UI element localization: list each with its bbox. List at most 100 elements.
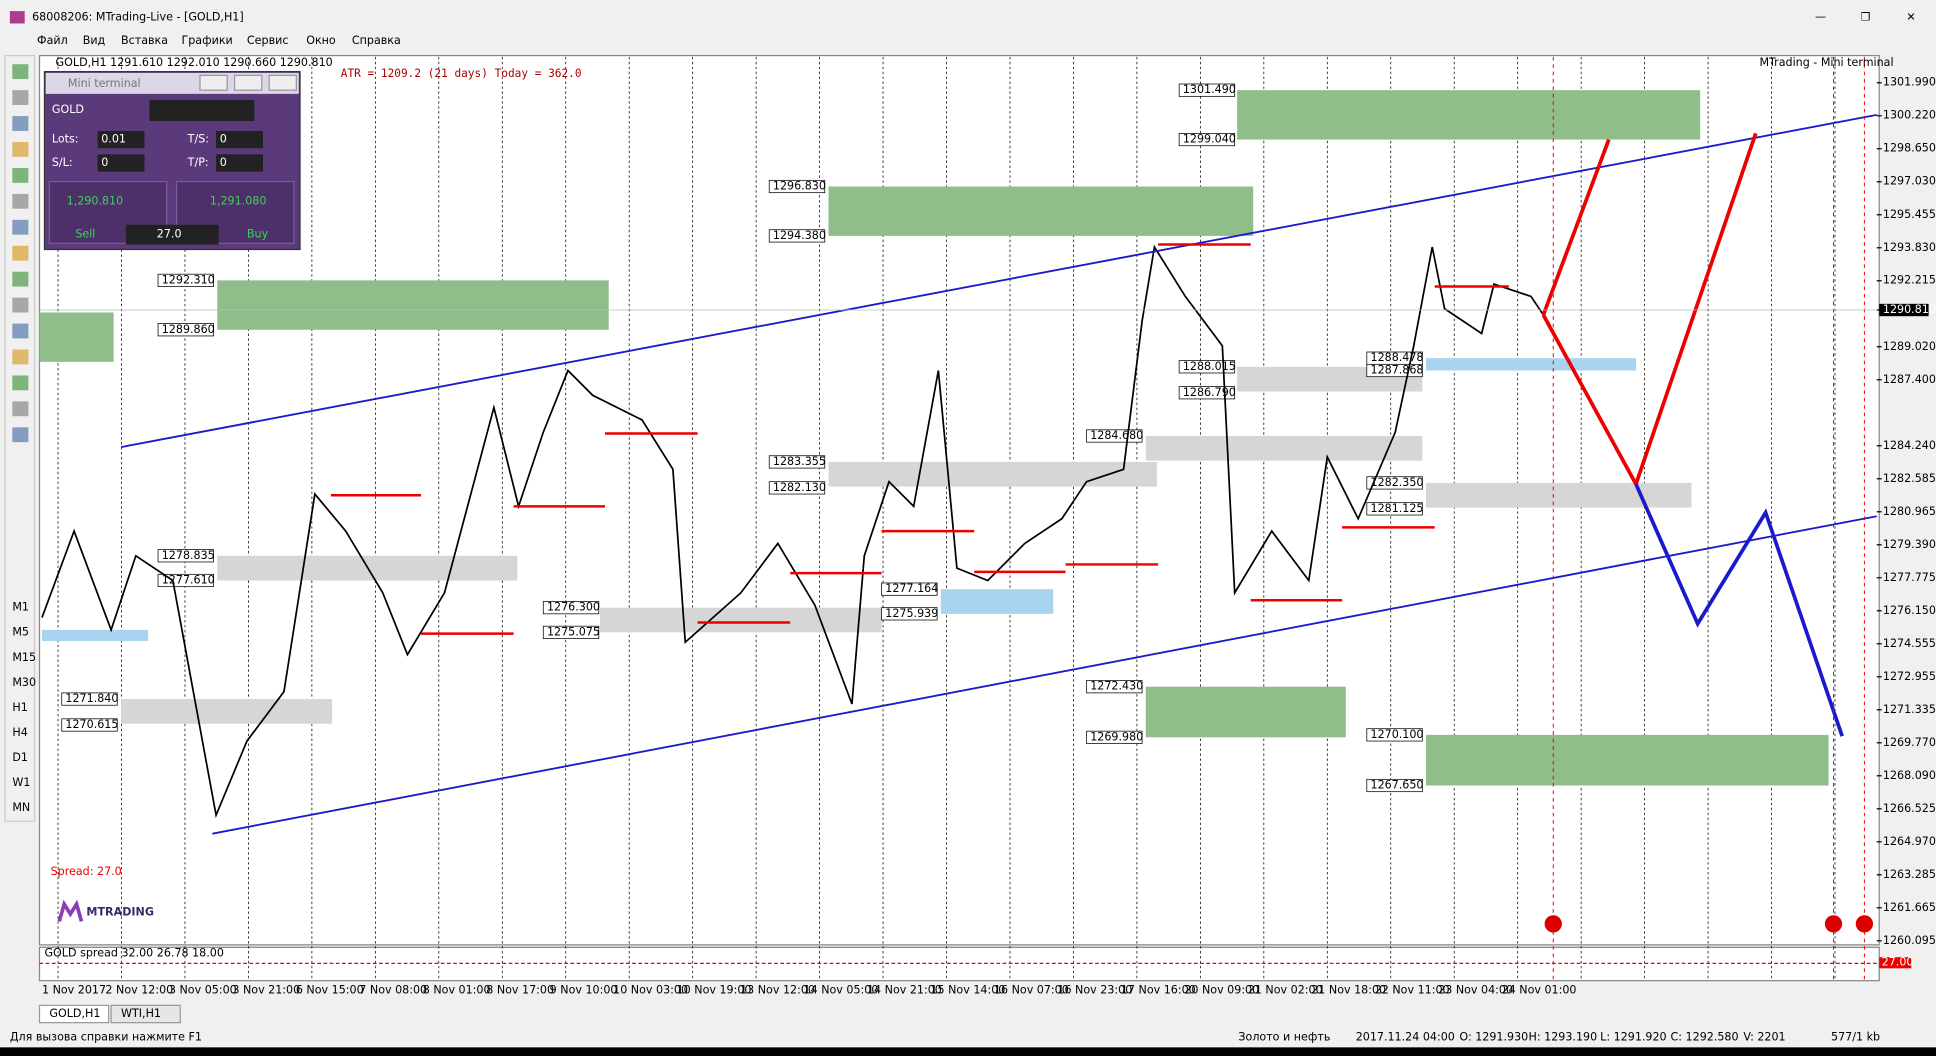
level-label: 1288.015 bbox=[1183, 360, 1236, 373]
price-label: 1272.955 bbox=[1883, 670, 1936, 683]
price-label: 1264.970 bbox=[1883, 835, 1936, 848]
tool-icon[interactable] bbox=[12, 375, 29, 391]
time-label: 10 Nov 19:00 bbox=[677, 984, 752, 997]
time-label: 14 Nov 21:00 bbox=[867, 984, 942, 997]
zone bbox=[828, 461, 1157, 487]
mini-input[interactable] bbox=[216, 154, 263, 172]
time-label: 16 Nov 07:00 bbox=[994, 984, 1069, 997]
level-box bbox=[1086, 680, 1143, 694]
mini-close-button[interactable] bbox=[268, 74, 297, 91]
timeframe-button[interactable]: M1 bbox=[12, 601, 29, 614]
alert-icon[interactable] bbox=[1824, 915, 1843, 933]
price-label: 1280.965 bbox=[1883, 505, 1936, 518]
channel-line bbox=[212, 515, 1877, 835]
timeframe-button[interactable]: H1 bbox=[12, 701, 27, 714]
timeframe-button[interactable]: D1 bbox=[12, 751, 28, 764]
tool-icon[interactable] bbox=[12, 90, 29, 105]
bid-price: 1,290.810 bbox=[67, 194, 124, 207]
indicator-value: 27.00 bbox=[1882, 956, 1914, 969]
tool-icon[interactable] bbox=[12, 167, 29, 183]
chart-header: GOLD,H1 1291.610 1292.010 1290.660 1290.… bbox=[56, 56, 333, 69]
timeframe-button[interactable]: M30 bbox=[12, 676, 36, 689]
level-box bbox=[881, 607, 938, 621]
level-label: 1283.355 bbox=[773, 455, 826, 468]
mini-field-label: T/S: bbox=[187, 133, 209, 146]
status-profile: Золото и нефть bbox=[1238, 1030, 1330, 1043]
mini-input[interactable] bbox=[97, 154, 145, 172]
level-box bbox=[881, 582, 938, 596]
tool-icon[interactable] bbox=[12, 219, 29, 235]
time-label: 23 Nov 04:00 bbox=[1438, 984, 1513, 997]
tool-icon[interactable] bbox=[12, 297, 29, 313]
price-label: 1289.020 bbox=[1883, 340, 1936, 353]
menu-item[interactable]: Сервис bbox=[247, 34, 289, 47]
tool-icon[interactable] bbox=[12, 193, 29, 209]
menu-item[interactable]: Графики bbox=[182, 34, 233, 47]
time-label: 13 Nov 12:00 bbox=[740, 984, 815, 997]
price-label: 1274.555 bbox=[1883, 637, 1936, 650]
tool-icon[interactable] bbox=[12, 323, 29, 339]
sell-label[interactable]: Sell bbox=[75, 228, 95, 241]
time-label: 8 Nov 01:00 bbox=[423, 984, 491, 997]
level-box bbox=[542, 625, 600, 639]
mini-title: Mini terminal bbox=[68, 77, 141, 90]
menu-item[interactable]: Файл bbox=[37, 34, 68, 47]
menu-item[interactable]: Окно bbox=[306, 34, 336, 47]
level-label: 1277.164 bbox=[885, 582, 938, 595]
timeframe-button[interactable]: H4 bbox=[12, 726, 27, 739]
spread-text: Spread: 27.0 bbox=[51, 865, 122, 878]
tool-icon[interactable] bbox=[12, 116, 29, 131]
timeframe-button[interactable]: W1 bbox=[12, 776, 30, 789]
mini-input[interactable] bbox=[216, 130, 263, 149]
price-candles bbox=[41, 244, 1545, 819]
level-box bbox=[1178, 133, 1236, 147]
window-button[interactable]: — bbox=[1815, 10, 1826, 23]
level-box bbox=[157, 273, 214, 287]
zone bbox=[940, 589, 1054, 614]
tool-icon[interactable] bbox=[12, 142, 29, 157]
menu-item[interactable]: Вид bbox=[83, 34, 106, 47]
alert-icon[interactable] bbox=[1544, 915, 1562, 933]
window-button[interactable]: ✕ bbox=[1906, 10, 1915, 23]
buy-label[interactable]: Buy bbox=[247, 228, 269, 241]
level-label: 1296.830 bbox=[773, 179, 826, 192]
current-price-box bbox=[1879, 303, 1929, 317]
price-label: 1276.150 bbox=[1883, 604, 1936, 617]
time-label: 20 Nov 09:00 bbox=[1184, 984, 1259, 997]
tab-label[interactable]: GOLD,H1 bbox=[49, 1007, 100, 1020]
ask-price: 1,291.080 bbox=[210, 194, 267, 207]
tool-icon[interactable] bbox=[12, 245, 29, 261]
menu-item[interactable]: Справка bbox=[352, 34, 401, 47]
tool-icon[interactable] bbox=[12, 401, 29, 417]
price-label: 1284.240 bbox=[1883, 439, 1936, 452]
chart-tab[interactable] bbox=[38, 1004, 110, 1024]
tab-label[interactable]: WTI,H1 bbox=[121, 1007, 161, 1020]
tool-icon[interactable] bbox=[12, 64, 29, 80]
mini-field-label: Lots: bbox=[52, 133, 79, 146]
mini-min-button[interactable] bbox=[199, 74, 228, 91]
time-label: 7 Nov 08:00 bbox=[359, 984, 427, 997]
price-label: 1279.390 bbox=[1883, 538, 1936, 551]
timeframe-button[interactable]: MN bbox=[12, 801, 30, 814]
chart-tab[interactable] bbox=[110, 1004, 181, 1024]
level-box bbox=[1178, 83, 1236, 97]
alert-icon[interactable] bbox=[1855, 915, 1874, 933]
timeframe-button[interactable]: M5 bbox=[12, 626, 29, 639]
timeframe-button[interactable]: M15 bbox=[12, 651, 36, 664]
mini-max-button[interactable] bbox=[233, 74, 263, 91]
zone bbox=[828, 186, 1254, 236]
tool-icon[interactable] bbox=[12, 427, 29, 443]
level-label: 1272.430 bbox=[1090, 680, 1143, 693]
taskbar bbox=[0, 1047, 1936, 1056]
tool-icon[interactable] bbox=[12, 271, 29, 287]
menu-item[interactable]: Вставка bbox=[121, 34, 168, 47]
window-button[interactable]: ❐ bbox=[1861, 10, 1871, 23]
tool-icon[interactable] bbox=[12, 349, 29, 365]
zone bbox=[1145, 686, 1346, 738]
time-label: 10 Nov 03:00 bbox=[613, 984, 688, 997]
level-label: 1289.860 bbox=[162, 323, 215, 336]
spread-field bbox=[125, 224, 219, 245]
mini-input[interactable] bbox=[97, 130, 145, 149]
time-label: 16 Nov 23:00 bbox=[1057, 984, 1132, 997]
